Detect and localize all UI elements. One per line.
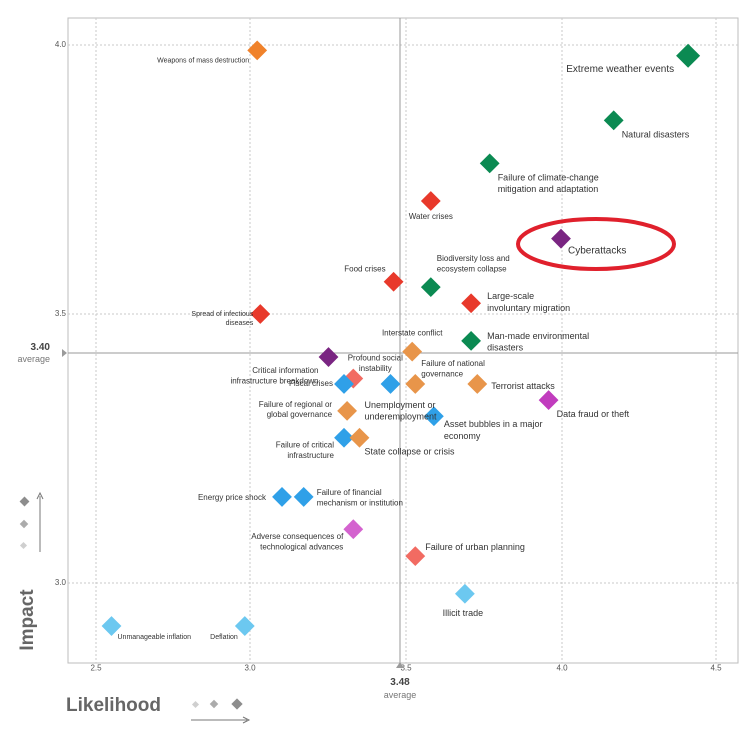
point-data-fraud-or-theft xyxy=(538,390,559,410)
y-axis-title: Impact xyxy=(17,589,38,651)
label-failure-of-critical-infrastructure: Failure of critical infrastructure xyxy=(276,441,335,460)
x-tick-label: 3.5 xyxy=(400,664,412,673)
impact-diamond-large xyxy=(19,496,30,507)
point-failure-of-national-governance xyxy=(405,374,426,394)
label-deflation: Deflation xyxy=(210,634,238,641)
point-fiscal-crises xyxy=(334,374,354,394)
impact-diamond-small xyxy=(19,541,28,550)
average-markers: 3.40 average 3.48 average xyxy=(17,342,416,700)
impact-legend-icon xyxy=(19,491,44,552)
point-man-made-environmental-disasters xyxy=(461,331,481,351)
point-interstate-conflict xyxy=(402,341,423,362)
impact-diamond-medium xyxy=(19,519,29,529)
x-axis-title: Likelihood xyxy=(66,695,161,716)
x-tick-label: 3.0 xyxy=(244,664,256,673)
axis-titles: Impact Likelihood xyxy=(17,491,251,724)
point-energy-price-shock xyxy=(272,487,292,507)
likelihood-arrow-head xyxy=(242,716,251,724)
label-asset-bubbles-in-a-major-economy: Asset bubbles in a major economy xyxy=(444,419,543,441)
point-spread-of-infectious-diseases xyxy=(250,304,271,324)
likelihood-diamond-large xyxy=(231,698,243,710)
label-critical-information-infrastructure-breakdown: Critical information infrastructure break… xyxy=(230,366,318,385)
label-adverse-consequences-of-technological-advances: Adverse consequences of technological adv… xyxy=(251,532,344,551)
point-critical-information-infrastructure-breakdown xyxy=(318,347,339,367)
label-weapons-of-mass-destruction: Weapons of mass destruction xyxy=(157,57,249,64)
point-state-collapse-or-crisis xyxy=(349,427,370,448)
point-labels: Weapons of mass destruction Extreme weath… xyxy=(118,57,690,641)
label-failure-of-regional-or-global-governance: Failure of regional or global governance xyxy=(259,400,333,419)
label-energy-price-shock: Energy price shock xyxy=(198,493,267,502)
label-data-fraud-or-theft: Data fraud or theft xyxy=(557,409,630,419)
plot-area xyxy=(67,17,739,664)
x-tick-label: 4.5 xyxy=(710,664,722,673)
point-unemployment-or-underemployment xyxy=(380,374,401,394)
y-tick-label: 3.0 xyxy=(55,578,67,587)
label-spread-of-infectious-diseases: Spread of infectious diseases xyxy=(191,311,253,327)
x-tick-label: 2.5 xyxy=(90,664,102,673)
data-points xyxy=(101,40,701,636)
impact-arrow-head xyxy=(36,491,44,500)
label-failure-of-urban-planning: Failure of urban planning xyxy=(425,542,525,552)
likelihood-diamond-medium xyxy=(209,699,219,709)
x-gridlines xyxy=(95,18,717,663)
label-man-made-environmental-disasters: Man-made environmental disasters xyxy=(487,331,589,353)
likelihood-diamond-small xyxy=(191,700,200,709)
label-state-collapse-or-crisis: State collapse or crisis xyxy=(365,447,456,457)
y-average-pointer xyxy=(62,349,67,357)
label-natural-disasters: Natural disasters xyxy=(622,129,690,139)
label-water-crises: Water crises xyxy=(409,212,453,221)
point-failure-of-critical-infrastructure xyxy=(334,427,354,448)
point-water-crises xyxy=(420,191,441,211)
point-adverse-consequences-of-technological-advances xyxy=(343,519,364,540)
label-cyberattacks: Cyberattacks xyxy=(568,246,626,257)
label-large-scale-involuntary-migration: Large-scale involuntary migration xyxy=(487,291,570,313)
label-profound-social-instability: Profound social instability xyxy=(348,354,403,373)
point-failure-of-financial-mechanism-or-institution xyxy=(293,487,314,507)
label-interstate-conflict: Interstate conflict xyxy=(382,329,443,338)
x-average-pointer xyxy=(396,662,404,668)
label-fiscal-crises: Fiscal crises xyxy=(289,379,333,388)
point-weapons-of-mass-destruction xyxy=(247,40,268,61)
x-average-value: 3.48 xyxy=(390,677,410,688)
x-tick-label: 4.0 xyxy=(556,664,568,673)
axis-ticks: 2.5 3.0 3.5 4.0 4.5 3.0 3.5 4.0 xyxy=(55,40,722,672)
y-tick-label: 3.5 xyxy=(55,309,67,318)
label-failure-of-financial-mechanism-or-institution: Failure of financial mechanism or institu… xyxy=(317,488,403,507)
likelihood-legend-icon xyxy=(191,698,251,724)
point-failure-of-urban-planning xyxy=(405,546,426,566)
label-unmanageable-inflation: Unmanageable inflation xyxy=(118,634,192,641)
y-average-label: average xyxy=(17,354,50,364)
x-average-label: average xyxy=(384,690,417,700)
point-failure-of-regional-or-global-governance xyxy=(337,400,357,421)
point-food-crises xyxy=(383,271,404,292)
point-large-scale-involuntary-migration xyxy=(461,293,481,314)
label-illicit-trade: Illicit trade xyxy=(443,608,484,618)
point-illicit-trade xyxy=(455,583,475,604)
y-tick-label: 4.0 xyxy=(55,40,67,49)
label-failure-of-climate-change-mitigation-and-adaptation: Failure of climate-change mitigation and … xyxy=(498,172,599,194)
point-asset-bubbles-in-a-major-economy xyxy=(424,406,444,427)
plot-frame xyxy=(67,17,739,664)
point-biodiversity-loss-and-ecosystem-collapse xyxy=(420,277,441,297)
point-failure-of-climate-change-mitigation-and-adaptation xyxy=(479,153,500,174)
label-extreme-weather-events: Extreme weather events xyxy=(566,64,674,75)
label-terrorist-attacks: Terrorist attacks xyxy=(491,381,555,391)
y-average-value: 3.40 xyxy=(31,342,51,353)
cyberattacks-highlight-ring xyxy=(516,217,676,271)
label-biodiversity-loss-and-ecosystem-collapse: Biodiversity loss and ecosystem collapse xyxy=(437,254,510,273)
label-failure-of-national-governance: Failure of national governance xyxy=(421,359,485,378)
label-food-crises: Food crises xyxy=(344,265,385,274)
point-terrorist-attacks xyxy=(467,374,488,394)
label-unemployment-or-underemployment: Unemployment or underemployment xyxy=(365,400,438,422)
